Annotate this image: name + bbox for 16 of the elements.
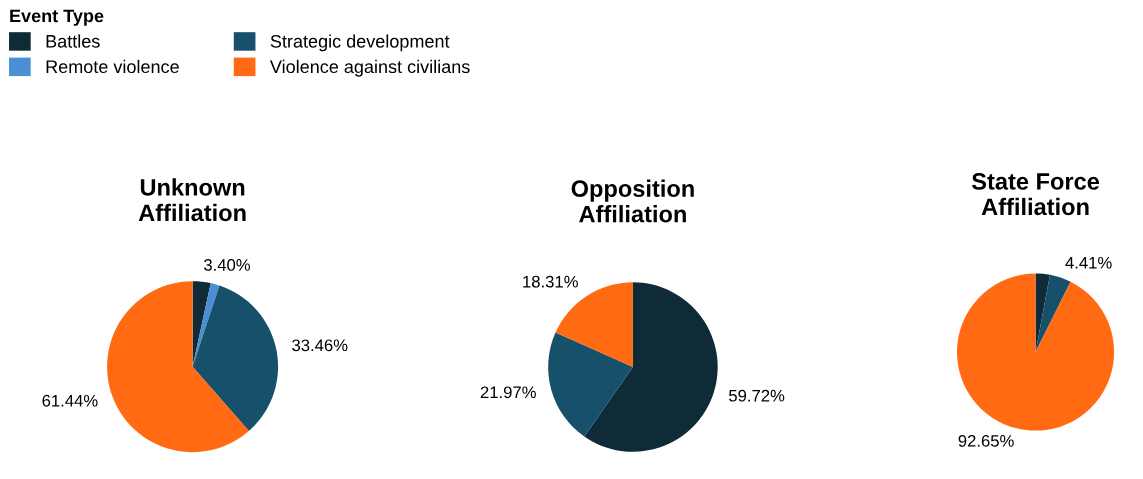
chart-title: Opposition Affiliation: [571, 179, 694, 223]
legend-label: Remote violence: [46, 59, 179, 74]
data-label: 59.72%: [729, 389, 785, 402]
legend-label: Strategic development: [270, 34, 450, 52]
data-label: 61.44%: [42, 394, 98, 407]
data-label: 21.97%: [480, 386, 536, 399]
data-label: 92.65%: [958, 434, 1014, 447]
data-label: 4.41%: [1065, 256, 1112, 269]
data-label: 33.46%: [292, 339, 348, 352]
chart-title: State Force Affiliation: [971, 173, 1100, 216]
data-label: 3.40%: [203, 259, 251, 271]
legend-label: Battles: [46, 34, 100, 48]
legend-title: Event Type: [10, 9, 104, 26]
legend-label: Violence against civilians: [269, 59, 470, 77]
data-label: 18.31%: [523, 275, 578, 288]
text: Unknown Affiliation: [138, 178, 246, 222]
